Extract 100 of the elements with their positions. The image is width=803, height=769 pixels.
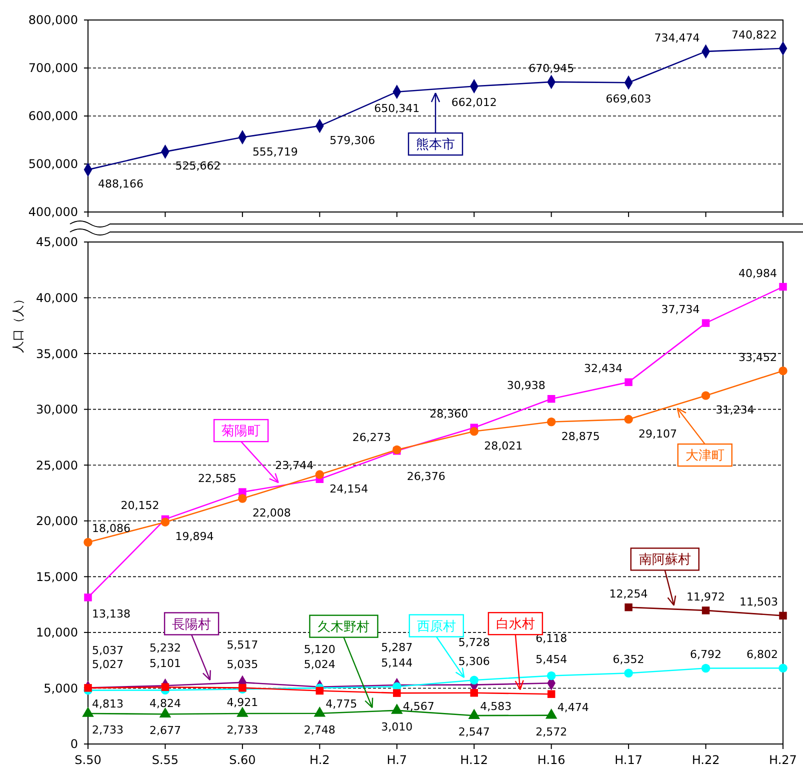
data-label: 24,154 bbox=[330, 482, 368, 496]
y-tick-label: 700,000 bbox=[28, 61, 78, 76]
data-label: 20,152 bbox=[120, 499, 160, 512]
data-label: 28,360 bbox=[430, 408, 468, 421]
data-label: 37,734 bbox=[661, 303, 700, 316]
text: 西原村 bbox=[416, 619, 456, 634]
point bbox=[547, 690, 556, 698]
text: 久木野村 bbox=[318, 620, 370, 635]
y-tick-label: 25,000 bbox=[36, 458, 78, 472]
data-label: 4,583 bbox=[480, 700, 512, 713]
data-label: 5,144 bbox=[381, 656, 413, 670]
y-tick-label: 20,000 bbox=[36, 514, 78, 528]
data-label: 6,792 bbox=[690, 648, 722, 662]
data-label: 5,037 bbox=[92, 644, 124, 657]
x-tick-label: H.16 bbox=[537, 753, 566, 767]
data-label: 5,728 bbox=[458, 636, 490, 650]
data-label: 30,938 bbox=[506, 378, 546, 392]
data-label: 669,603 bbox=[606, 92, 652, 106]
point bbox=[779, 612, 787, 620]
data-label: 3,010 bbox=[381, 720, 413, 734]
data-label: 525,662 bbox=[175, 160, 221, 173]
data-label: 6,352 bbox=[612, 653, 644, 666]
point bbox=[547, 394, 556, 403]
point bbox=[702, 319, 710, 327]
point bbox=[315, 470, 324, 479]
x-tick-label: S.50 bbox=[74, 753, 102, 767]
data-label: 18,086 bbox=[92, 522, 130, 536]
point bbox=[161, 683, 170, 691]
data-label: 28,875 bbox=[561, 430, 600, 443]
data-label: 4,775 bbox=[326, 698, 358, 711]
point bbox=[624, 414, 633, 424]
data-label: 4,474 bbox=[557, 701, 589, 714]
data-label: 22,585 bbox=[198, 472, 236, 486]
x-tick-label: H.27 bbox=[769, 753, 797, 767]
data-label: 555,719 bbox=[252, 145, 298, 158]
data-label: 740,822 bbox=[732, 28, 777, 42]
data-label: 29,107 bbox=[638, 427, 678, 440]
data-label: 32,434 bbox=[584, 362, 623, 376]
x-tick-label: H.12 bbox=[460, 753, 488, 767]
data-label: 12,254 bbox=[609, 587, 648, 600]
y-tick-label: 400,000 bbox=[28, 205, 78, 220]
y-tick-label: 45,000 bbox=[36, 235, 78, 250]
x-tick-label: H.7 bbox=[386, 753, 408, 767]
point bbox=[624, 668, 633, 678]
point bbox=[778, 664, 788, 672]
data-label: 579,306 bbox=[330, 134, 376, 147]
data-label: 2,733 bbox=[226, 724, 258, 737]
point bbox=[778, 366, 788, 376]
data-label: 11,503 bbox=[740, 596, 778, 609]
text: 大津町 bbox=[685, 448, 724, 464]
point bbox=[545, 708, 558, 719]
data-label: 40,984 bbox=[738, 266, 777, 280]
y-tick-label: 600,000 bbox=[28, 109, 78, 124]
data-label: 2,677 bbox=[149, 724, 181, 738]
data-label: 4,921 bbox=[226, 696, 258, 710]
point bbox=[470, 427, 478, 436]
data-label: 26,273 bbox=[352, 430, 391, 444]
point bbox=[779, 282, 787, 291]
y-tick-label: 40,000 bbox=[36, 290, 78, 305]
y-tick-label: 30,000 bbox=[36, 402, 78, 417]
y-tick-label: 0 bbox=[70, 737, 78, 752]
y-tick-label: 35,000 bbox=[36, 346, 78, 361]
data-label: 4,813 bbox=[92, 697, 124, 710]
point bbox=[546, 418, 556, 426]
data-label: 28,021 bbox=[484, 439, 523, 452]
data-label: 5,120 bbox=[304, 642, 336, 656]
point bbox=[84, 594, 92, 602]
point bbox=[624, 603, 632, 612]
data-label: 488,166 bbox=[98, 178, 144, 191]
point bbox=[393, 689, 401, 697]
point bbox=[701, 664, 710, 673]
data-label: 6,802 bbox=[746, 648, 778, 662]
data-label: 662,012 bbox=[451, 96, 497, 110]
x-tick-label: H.2 bbox=[310, 753, 330, 767]
y-tick-label: 500,000 bbox=[28, 157, 78, 172]
data-label: 5,454 bbox=[536, 653, 568, 666]
y-tick-label: 15,000 bbox=[36, 570, 78, 584]
data-label: 4,567 bbox=[402, 700, 434, 714]
x-tick-label: H.22 bbox=[692, 753, 720, 767]
data-label: 4,824 bbox=[149, 697, 181, 710]
data-label: 22,008 bbox=[252, 506, 291, 520]
data-label: 13,138 bbox=[92, 607, 130, 620]
x-tick-label: S.55 bbox=[152, 753, 179, 767]
data-label: 11,972 bbox=[686, 590, 726, 604]
y-tick-label: 800,000 bbox=[28, 13, 78, 28]
point bbox=[624, 378, 632, 386]
y-tick-label: 10,000 bbox=[36, 626, 78, 640]
data-label: 650,341 bbox=[374, 102, 420, 115]
text: 長陽村 bbox=[172, 617, 212, 632]
point bbox=[316, 686, 324, 695]
x-tick-label: S.60 bbox=[229, 753, 256, 767]
text: 白水村 bbox=[496, 617, 535, 632]
data-label: 5,024 bbox=[304, 658, 336, 671]
data-label: 2,572 bbox=[536, 725, 568, 738]
y-axis-title: 人口（人） bbox=[11, 293, 25, 353]
point bbox=[238, 494, 247, 503]
data-label: 2,547 bbox=[458, 726, 490, 739]
data-label: 5,517 bbox=[226, 638, 258, 652]
point bbox=[470, 676, 478, 684]
data-label: 2,748 bbox=[304, 723, 336, 736]
